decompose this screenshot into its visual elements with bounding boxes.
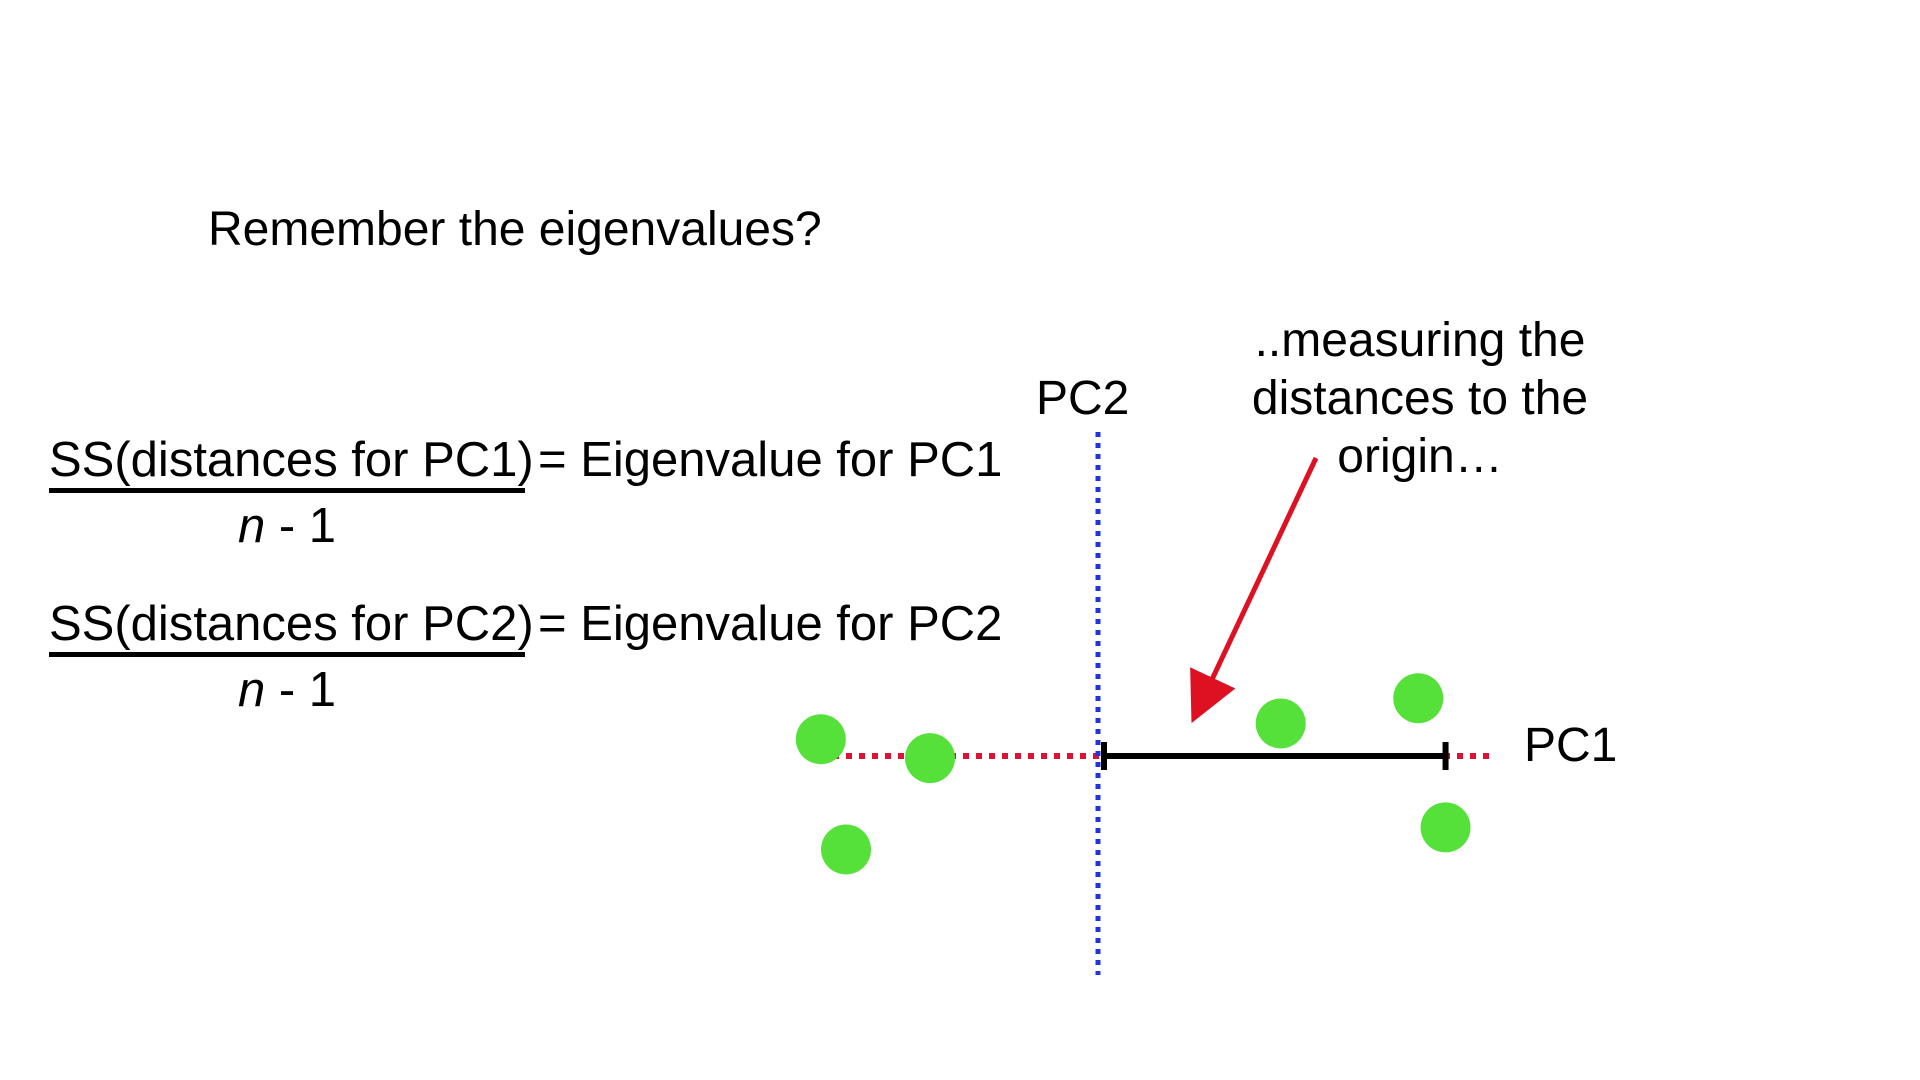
equation-pc2-denominator-var: n	[237, 663, 266, 717]
slide-heading: Remember the eigenvalues?	[208, 203, 822, 256]
data-point-6	[1420, 802, 1471, 853]
annotation-arrow	[1190, 456, 1319, 724]
equation-pc2-rhs: = Eigenvalue for PC2	[538, 597, 1003, 651]
annotation-text: ..measuring the distances to the origin…	[1230, 312, 1610, 486]
equation-pc1-rhs: = Eigenvalue for PC1	[538, 433, 1003, 487]
data-point-4	[1255, 698, 1306, 749]
annotation-line-2: distances to the	[1251, 372, 1589, 425]
annotation-line-1: ..measuring the	[1254, 314, 1586, 367]
annotation-line-3: origin…	[1337, 430, 1503, 483]
data-point-1	[795, 714, 846, 765]
equation-pc1-denominator: n - 1	[49, 498, 525, 554]
pc1-axis-label: PC1	[1524, 719, 1618, 772]
data-point-3	[821, 824, 871, 875]
equation-pc2-numerator: SS(distances for PC2)	[49, 597, 534, 651]
pc2-axis-label: PC2	[1036, 372, 1130, 425]
equation-pc1-denominator-var: n	[237, 499, 266, 553]
equation-pc2-denominator-rest: - 1	[265, 663, 337, 717]
equation-pc2-fraction-bar	[49, 652, 525, 657]
equation-pc1-numerator: SS(distances for PC1)	[49, 433, 534, 487]
equation-pc2-denominator: n - 1	[49, 662, 525, 718]
data-point-2	[905, 733, 955, 784]
equation-pc1-denominator-rest: - 1	[265, 499, 337, 553]
equation-pc1-fraction-bar	[49, 488, 525, 493]
data-point-5	[1393, 673, 1444, 724]
